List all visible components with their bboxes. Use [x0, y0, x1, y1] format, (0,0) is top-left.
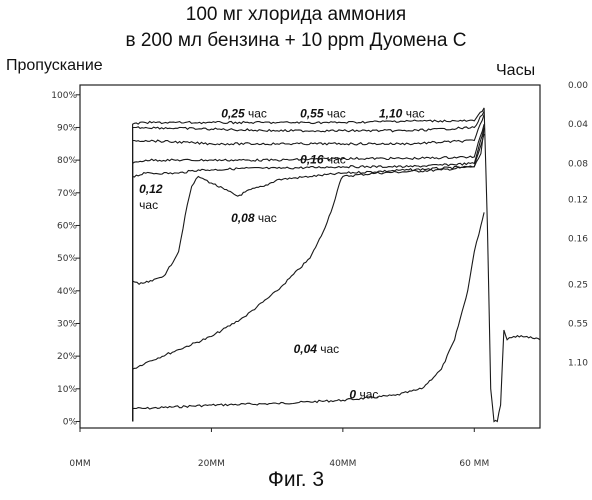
y-tick-label: 100%	[51, 91, 77, 101]
secondary-tick-label: 0.16	[568, 235, 588, 245]
y-tick-label: 60%	[57, 221, 77, 231]
y-tick-label: 80%	[57, 156, 77, 166]
annotation-unit: час	[324, 107, 346, 121]
y-tick-label: 10%	[57, 385, 77, 395]
series-line	[133, 212, 485, 421]
secondary-tick-label: 1.10	[568, 359, 588, 369]
annotations: 0,25 час0,55 час1,10 час0,16 час0,12час0…	[139, 107, 424, 402]
y-tick-label: 40%	[57, 287, 77, 297]
secondary-tick-label: 0.04	[568, 120, 588, 130]
series-line	[133, 128, 485, 422]
y-tick-label: 50%	[57, 254, 77, 264]
series-annotation: 0,12	[139, 182, 163, 196]
series-annotation: 0,08 час	[231, 211, 277, 225]
figure-caption: Фиг. 3	[0, 468, 592, 492]
secondary-axis: 0.00 0.04 0.08 0.12 0.16 0.25 0.55 1.10	[568, 81, 588, 369]
secondary-tick-label: 0.25	[568, 280, 588, 290]
x-axis: 0MM20MM40MM60 MM	[69, 428, 489, 469]
secondary-tick-label: 0.12	[568, 195, 588, 205]
y-tick-label: 0%	[63, 417, 78, 427]
series-annotation: 0 час	[349, 388, 378, 402]
series-annotation: 0,55 час	[300, 107, 346, 121]
annotation-unit: час	[402, 107, 424, 121]
annotation-unit: час	[139, 198, 158, 212]
annotation-value: 0,16	[300, 152, 324, 166]
y-axis: 100% 90% 80% 70% 60% 50% 40% 30% 20% 10% 0%	[51, 91, 80, 428]
annotation-value: 0,12	[139, 182, 163, 196]
annotation-unit: час	[255, 211, 277, 225]
y-tick-label: 90%	[57, 123, 77, 133]
series-line	[133, 134, 485, 422]
series-line	[484, 108, 540, 422]
secondary-tick-label: 0.00	[568, 81, 588, 91]
annotation-unit: час	[356, 388, 378, 402]
annotation-value: 0,04	[294, 342, 318, 356]
plot-frame	[80, 85, 540, 428]
series-annotation: час	[139, 198, 158, 212]
annotation-unit: час	[317, 342, 339, 356]
secondary-tick-label: 0.55	[568, 319, 588, 329]
annotation-value: 0,55	[300, 107, 324, 121]
y-tick-label: 30%	[57, 319, 77, 329]
annotation-value: 0,08	[231, 211, 255, 225]
annotation-unit: час	[245, 107, 267, 121]
annotation-value: 0,25	[221, 107, 245, 121]
series-annotation: 1,10 час	[379, 107, 425, 121]
annotation-unit: час	[324, 152, 346, 166]
annotation-value: 1,10	[379, 107, 403, 121]
series-annotation: 0,25 час	[221, 107, 267, 121]
series-line	[133, 128, 485, 422]
series-annotation: 0,04 час	[294, 342, 340, 356]
series-annotation: 0,16 час	[300, 152, 346, 166]
y-tick-label: 20%	[57, 352, 77, 362]
secondary-tick-label: 0.08	[568, 159, 588, 169]
y-tick-label: 70%	[57, 189, 77, 199]
